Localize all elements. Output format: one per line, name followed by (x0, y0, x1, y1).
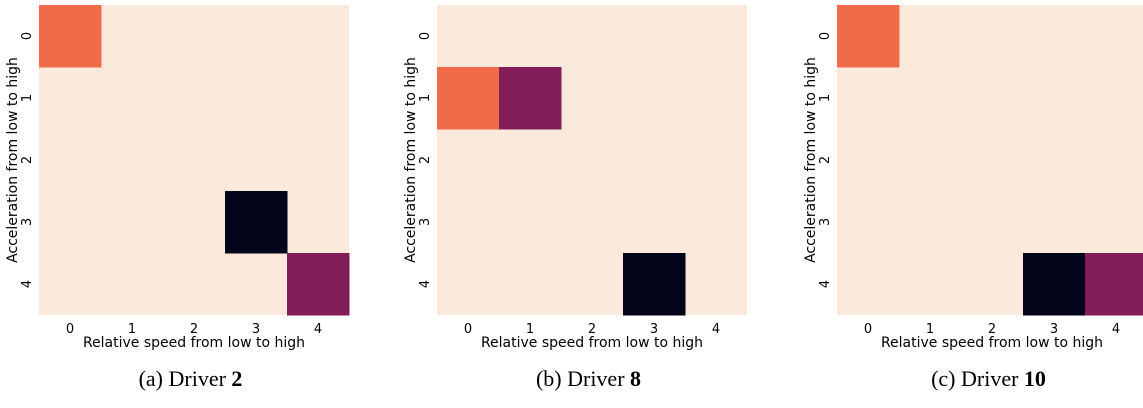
heatmap-a-cell-r3-c3 (225, 191, 288, 254)
x-tick-label: 1 (526, 322, 534, 337)
y-tick-label: 3 (20, 218, 35, 226)
x-tick-label: 0 (464, 322, 472, 337)
heatmap-panel-b: 0 1 2 3 4 0 1 2 3 4 Relative speed from low to hig… (398, 0, 779, 408)
x-axis-label: Relative speed from low to high (481, 335, 703, 351)
heatmap-a-cell-r0-c0 (39, 5, 102, 68)
heatmap-c-cell-r0-c0 (837, 5, 900, 68)
heatmap-b-background (437, 5, 747, 315)
caption-b: (b) Driver 8 (398, 366, 779, 392)
y-tick-label: 4 (818, 280, 833, 288)
y-tick-label: 2 (20, 156, 35, 164)
x-tick-label: 4 (1112, 322, 1120, 337)
y-tick-label: 4 (20, 280, 35, 288)
x-tick-label: 0 (864, 322, 872, 337)
y-tick-label: 3 (818, 218, 833, 226)
caption-c-prefix: (c) Driver (931, 366, 1024, 391)
x-tick-label: 3 (252, 322, 260, 337)
x-tick-label: 0 (66, 322, 74, 337)
x-tick-label: 4 (712, 322, 720, 337)
y-tick-label: 2 (418, 156, 433, 164)
x-tick-label: 2 (988, 322, 996, 337)
heatmap-c: 0 1 2 3 4 0 1 2 3 4 Relative speed from low to hig… (803, 5, 1143, 351)
x-tick-label: 1 (128, 322, 136, 337)
y-tick-label: 0 (20, 32, 35, 40)
x-tick-label: 4 (314, 322, 322, 337)
caption-a-prefix: (a) Driver (138, 366, 232, 391)
heatmap-b-cell-r1-c0 (437, 67, 500, 130)
heatmap-c-cell-r4-c4 (1085, 253, 1143, 316)
caption-b-prefix: (b) Driver (535, 366, 631, 391)
y-tick-label: 3 (418, 218, 433, 226)
x-axis-label: Relative speed from low to high (881, 335, 1103, 351)
x-tick-label: 3 (650, 322, 658, 337)
caption-b-driver: 8 (630, 366, 642, 391)
heatmap-b-cell-r4-c3 (623, 253, 686, 316)
heatmap-panel-a: 0 1 2 3 4 0 1 2 3 4 Relative speed from low to hig… (0, 0, 381, 408)
heatmap-b: 0 1 2 3 4 0 1 2 3 4 Relative speed from low to hig… (403, 5, 747, 351)
y-axis-label: Acceleration from low to high (5, 57, 21, 263)
heatmap-panel-c: 0 1 2 3 4 0 1 2 3 4 Relative speed from low to hig… (798, 0, 1143, 408)
y-tick-label: 4 (418, 280, 433, 288)
heatmap-a: 0 1 2 3 4 0 1 2 3 4 Relative speed from low to hig… (5, 5, 350, 351)
x-tick-label: 3 (1050, 322, 1058, 337)
y-tick-label: 0 (418, 32, 433, 40)
x-tick-label: 1 (926, 322, 934, 337)
x-tick-label: 2 (588, 322, 596, 337)
y-tick-label: 0 (818, 32, 833, 40)
y-axis-label: Acceleration from low to high (803, 57, 819, 263)
caption-c: (c) Driver 10 (798, 366, 1143, 392)
y-tick-label: 1 (818, 94, 833, 102)
caption-a: (a) Driver 2 (0, 366, 381, 392)
caption-a-driver: 2 (231, 366, 243, 391)
y-axis-label: Acceleration from low to high (403, 57, 419, 263)
x-tick-label: 2 (190, 322, 198, 337)
y-tick-label: 2 (818, 156, 833, 164)
y-tick-label: 1 (20, 94, 35, 102)
heatmap-b-cell-r1-c1 (499, 67, 562, 130)
heatmap-c-cell-r4-c3 (1023, 253, 1086, 316)
caption-c-driver: 10 (1023, 366, 1046, 391)
heatmap-a-cell-r4-c4 (287, 253, 350, 316)
y-tick-label: 1 (418, 94, 433, 102)
x-axis-label: Relative speed from low to high (83, 335, 305, 351)
